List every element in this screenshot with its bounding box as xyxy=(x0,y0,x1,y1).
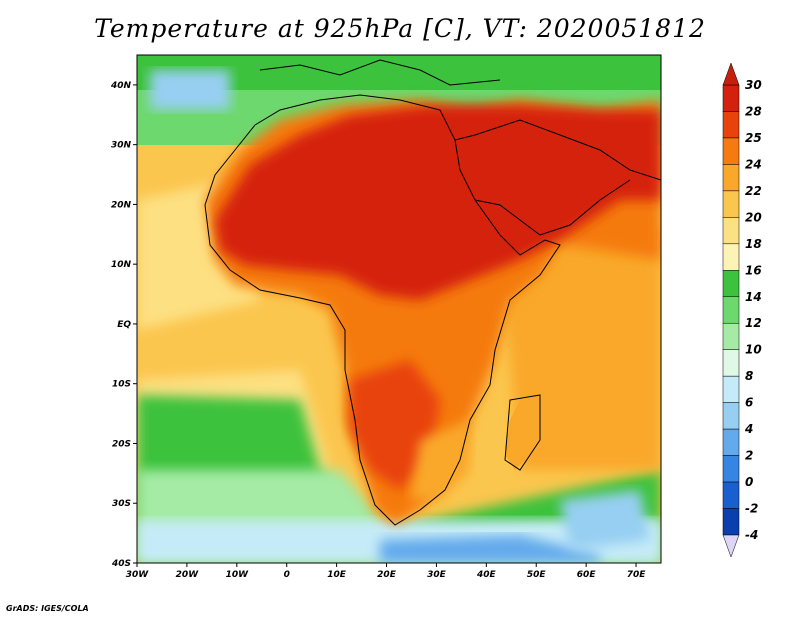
colorbar-label: 2 xyxy=(745,449,753,463)
longitude-axis: 30W 20W 10W 0 10E 20E 30E 40E 50E 60E 70E xyxy=(126,563,646,580)
colorbar-label: -4 xyxy=(745,528,758,542)
lon-tick-label: 20W xyxy=(176,570,200,580)
coastlines xyxy=(204,59,661,526)
colorbar-label: 8 xyxy=(745,369,753,383)
lon-tick-label: 30W xyxy=(126,570,150,580)
colorbar-label: 20 xyxy=(745,210,762,224)
colorbar-segment xyxy=(722,322,740,350)
colorbar-label: 24 xyxy=(745,157,762,171)
colorbar-label: 22 xyxy=(745,184,762,198)
colorbar-segment xyxy=(722,84,740,112)
colorbar-segment xyxy=(722,137,740,165)
lat-tick-label: EQ xyxy=(117,320,131,330)
colorbar-label: 16 xyxy=(745,263,762,277)
colorbar-segment xyxy=(722,164,740,192)
lon-tick-label: 60E xyxy=(577,570,597,580)
lat-tick-label: 30N xyxy=(111,141,132,151)
colorbar-label: 30 xyxy=(745,78,762,92)
colorbar-segment xyxy=(722,402,740,430)
colorbar-segment xyxy=(722,349,740,377)
hot-core xyxy=(215,105,661,300)
colorbar-label: 10 xyxy=(745,343,762,357)
credit-text: GrADS: IGES/COLA xyxy=(6,604,89,613)
lon-tick-label: 50E xyxy=(527,570,547,580)
colorbar-segment xyxy=(722,111,740,139)
lon-tick-label: 10E xyxy=(327,570,347,580)
lon-tick-label: 70E xyxy=(627,570,647,580)
colorbar-label: 0 xyxy=(745,475,753,489)
colorbar-top-arrow xyxy=(722,62,740,86)
lat-tick-label: 10N xyxy=(111,260,132,270)
lat-tick-label: 40N xyxy=(110,81,132,91)
colorbar-segment xyxy=(722,270,740,298)
colorbar-segment xyxy=(722,428,740,456)
colorbar-label: 14 xyxy=(745,290,762,304)
colorbar-label: 25 xyxy=(745,131,762,145)
colorbar-label: 6 xyxy=(745,396,753,410)
colorbar-segment xyxy=(722,296,740,324)
colorbar-segment xyxy=(722,508,740,536)
lon-tick-label: 20E xyxy=(377,570,397,580)
lon-tick-label: 10W xyxy=(226,570,250,580)
lon-tick-label: 30E xyxy=(427,570,447,580)
colorbar-segment xyxy=(722,455,740,483)
colorbar-segment xyxy=(722,375,740,403)
colorbar-segment xyxy=(722,243,740,271)
chart-title: Temperature at 925hPa [C], VT: 202005181… xyxy=(94,14,706,43)
lon-tick-label: 40E xyxy=(476,570,497,580)
colorbar-label: 4 xyxy=(744,422,753,436)
colorbar-label: -2 xyxy=(745,502,758,516)
southern-ocean-cold xyxy=(380,535,600,563)
temperature-field xyxy=(137,55,661,563)
latitude-axis: 40N 30N 20N 10N EQ 10S 20S 30S 40S xyxy=(110,81,137,569)
lat-tick-label: 40S xyxy=(111,559,131,569)
colorbar-label: 28 xyxy=(745,104,762,118)
madagascar xyxy=(505,390,540,470)
colorbar-segment xyxy=(722,217,740,245)
colorbar-segment xyxy=(722,481,740,509)
colorbar-bottom-arrow xyxy=(722,534,740,558)
map-frame xyxy=(136,54,662,564)
lon-tick-label: 0 xyxy=(284,570,290,580)
lat-tick-label: 10S xyxy=(112,380,131,390)
colorbar-segment xyxy=(722,190,740,218)
lat-tick-label: 30S xyxy=(112,499,131,509)
colorbar-label: 12 xyxy=(745,316,762,330)
colorbar-label: 18 xyxy=(745,237,762,251)
lat-tick-label: 20N xyxy=(111,200,132,210)
lat-tick-label: 20S xyxy=(112,439,131,449)
